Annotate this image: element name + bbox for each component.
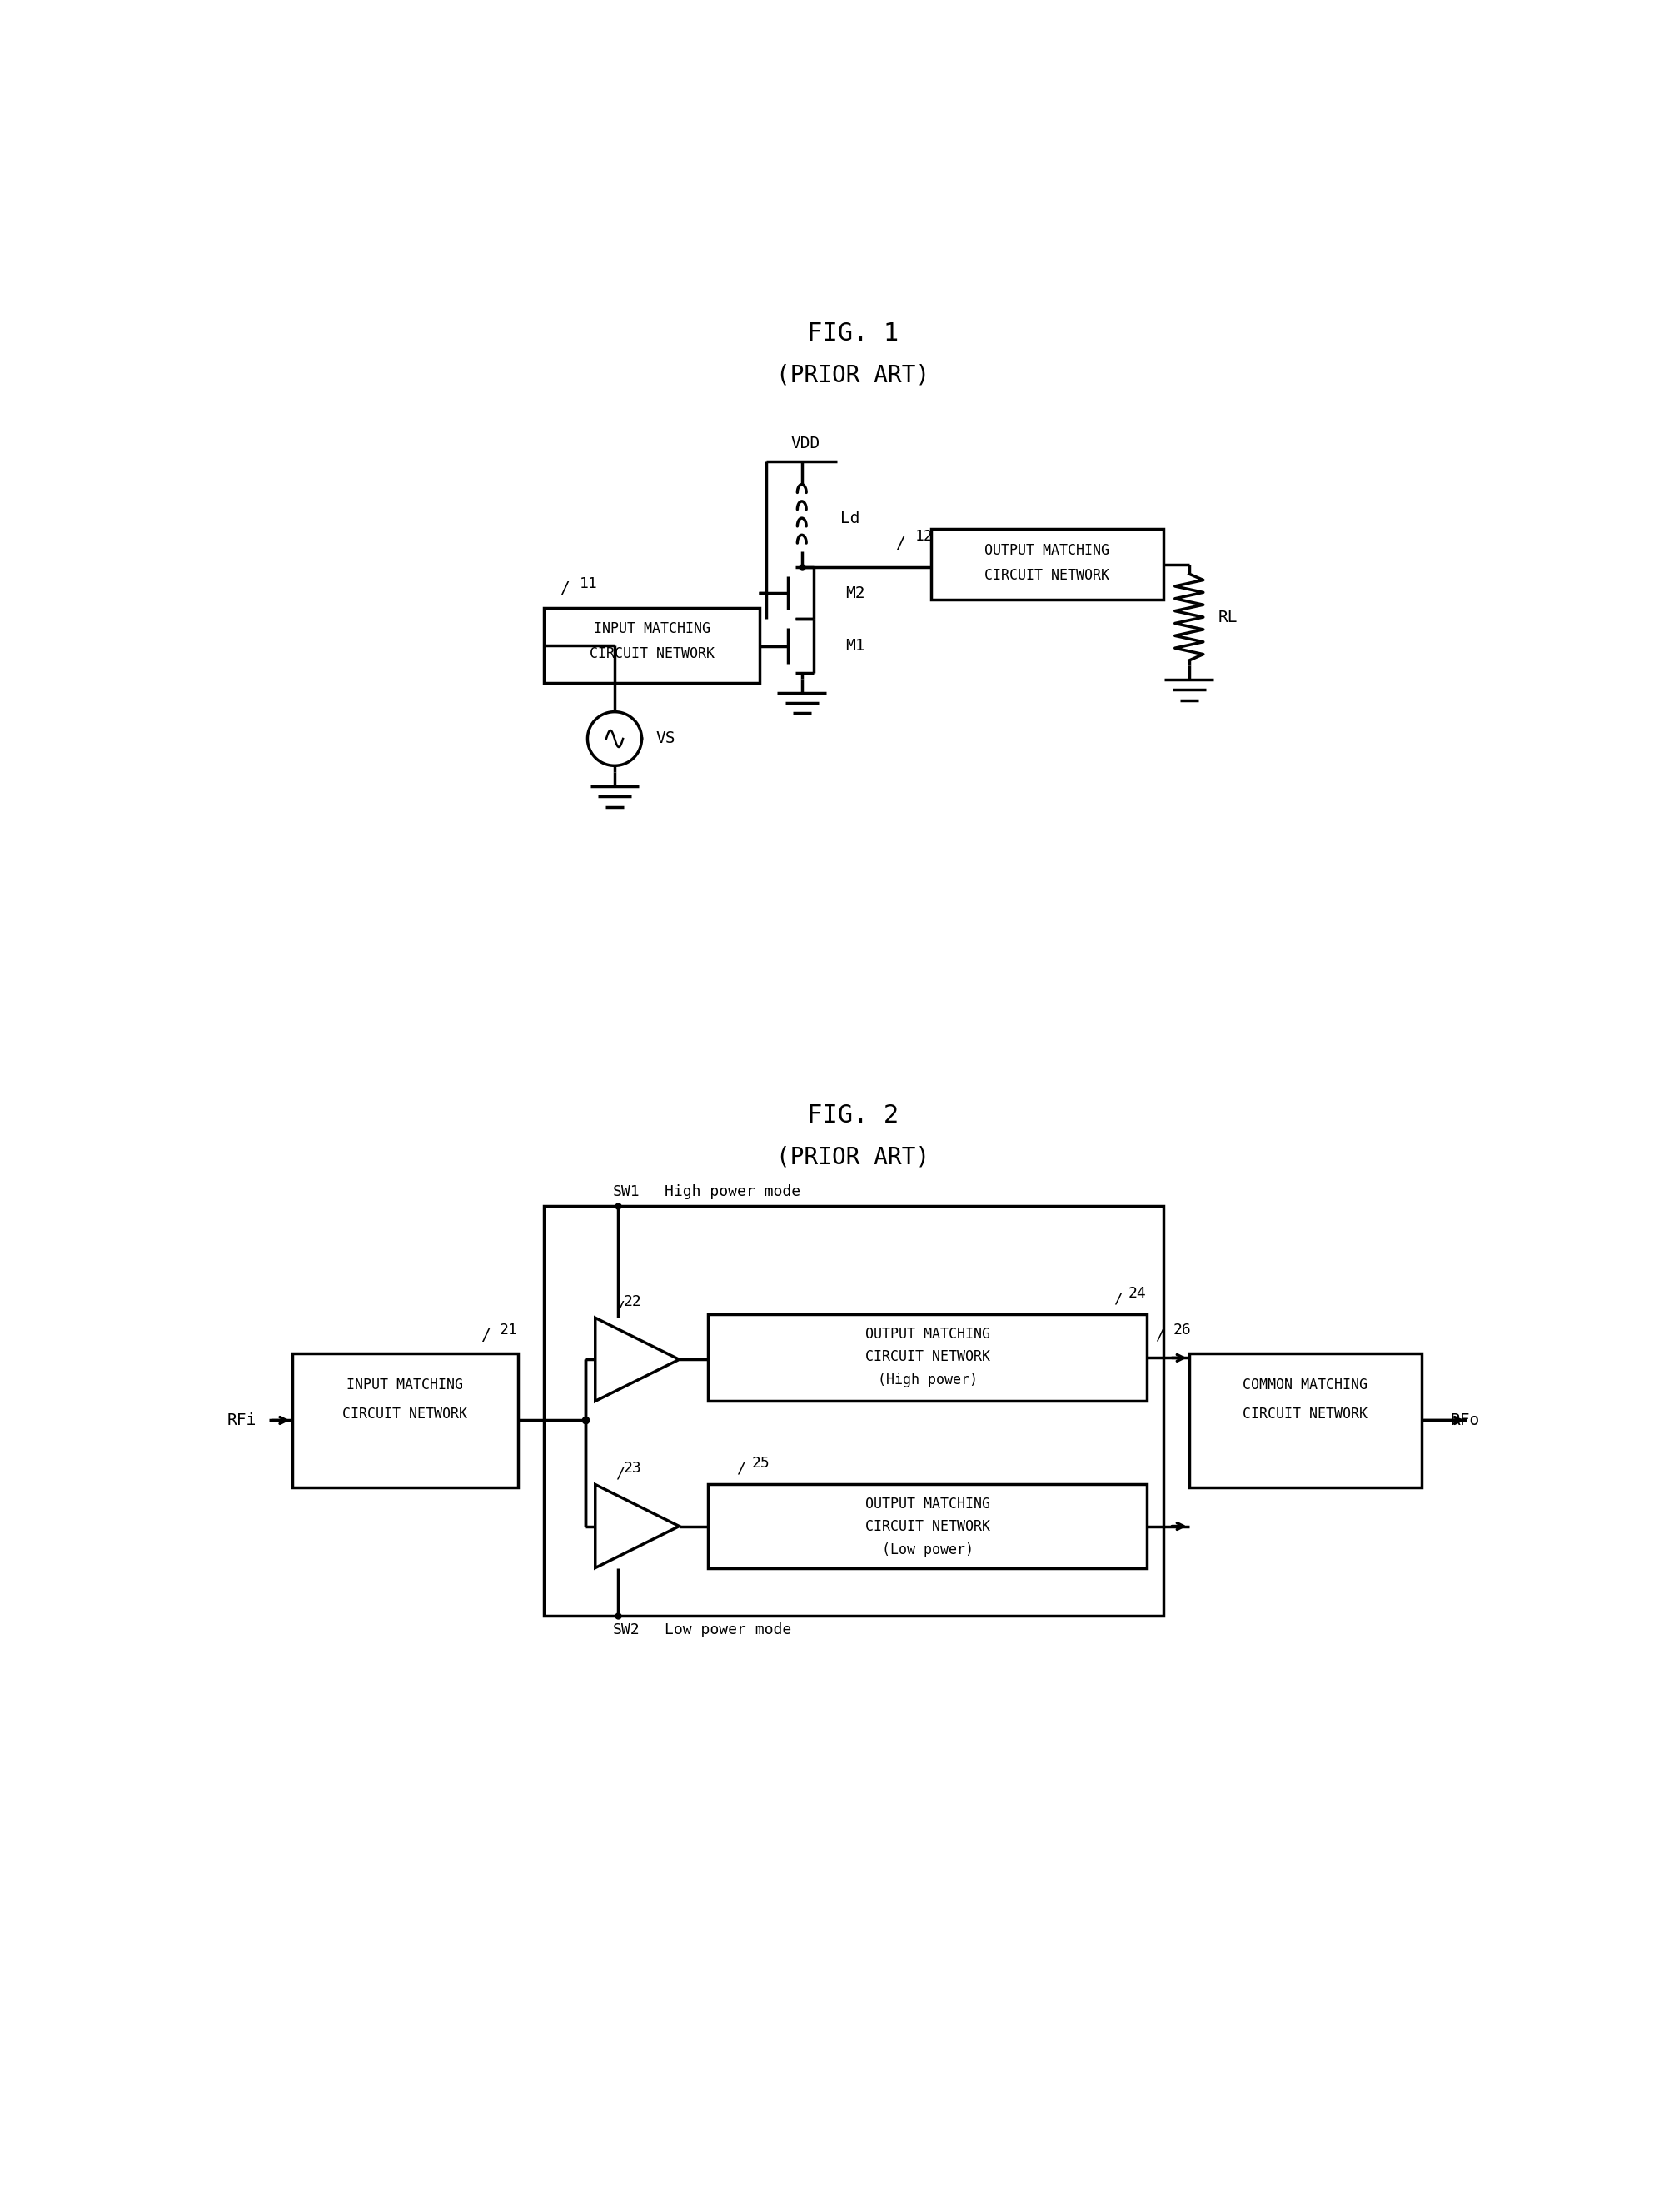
- Text: INPUT MATCHING: INPUT MATCHING: [594, 622, 711, 637]
- Text: /: /: [1113, 1292, 1123, 1305]
- Text: 26: 26: [1173, 1323, 1191, 1338]
- Bar: [709, 1484, 1146, 1568]
- Text: CIRCUIT NETWORK: CIRCUIT NETWORK: [343, 1407, 468, 1422]
- Bar: [709, 1314, 1146, 1400]
- Bar: [544, 1206, 1163, 1617]
- Text: SW2: SW2: [612, 1624, 641, 1637]
- Text: (Low power): (Low power): [882, 1542, 973, 1557]
- Text: CIRCUIT NETWORK: CIRCUIT NETWORK: [985, 568, 1110, 582]
- Text: 24: 24: [1128, 1285, 1146, 1301]
- Text: (PRIOR ART): (PRIOR ART): [775, 363, 930, 387]
- Text: INPUT MATCHING: INPUT MATCHING: [346, 1378, 463, 1394]
- Text: OUTPUT MATCHING: OUTPUT MATCHING: [865, 1327, 990, 1340]
- Bar: [930, 529, 1163, 599]
- Text: CIRCUIT NETWORK: CIRCUIT NETWORK: [589, 646, 714, 661]
- Text: VS: VS: [656, 730, 676, 748]
- Text: 12: 12: [915, 529, 934, 544]
- Text: M2: M2: [845, 586, 865, 602]
- Text: 11: 11: [579, 575, 597, 591]
- Text: COMMON MATCHING: COMMON MATCHING: [1243, 1378, 1368, 1394]
- Text: /: /: [559, 582, 569, 597]
- Text: Ld: Ld: [840, 511, 860, 526]
- Text: /: /: [481, 1327, 491, 1343]
- Text: 25: 25: [752, 1455, 770, 1471]
- Text: /: /: [616, 1298, 624, 1314]
- Text: RL: RL: [1218, 608, 1238, 626]
- Text: OUTPUT MATCHING: OUTPUT MATCHING: [985, 542, 1110, 557]
- Bar: [544, 608, 760, 684]
- Bar: [291, 1354, 518, 1489]
- Text: /: /: [1155, 1327, 1165, 1343]
- Text: M1: M1: [845, 637, 865, 655]
- Text: 23: 23: [624, 1460, 642, 1475]
- Text: VDD: VDD: [790, 436, 820, 451]
- Text: 22: 22: [624, 1294, 642, 1310]
- Text: OUTPUT MATCHING: OUTPUT MATCHING: [865, 1495, 990, 1511]
- Bar: [1190, 1354, 1421, 1489]
- Text: CIRCUIT NETWORK: CIRCUIT NETWORK: [1243, 1407, 1368, 1422]
- Text: FIG. 2: FIG. 2: [807, 1104, 899, 1128]
- Text: /: /: [895, 535, 905, 551]
- Text: (High power): (High power): [877, 1371, 978, 1387]
- Text: RFi: RFi: [228, 1413, 256, 1429]
- Text: /: /: [616, 1467, 624, 1482]
- Text: (PRIOR ART): (PRIOR ART): [775, 1146, 930, 1170]
- Text: High power mode: High power mode: [664, 1183, 800, 1199]
- Text: FIG. 1: FIG. 1: [807, 321, 899, 345]
- Text: RFo: RFo: [1449, 1413, 1479, 1429]
- Text: Low power mode: Low power mode: [664, 1624, 790, 1637]
- Text: 21: 21: [499, 1323, 518, 1338]
- Text: CIRCUIT NETWORK: CIRCUIT NETWORK: [865, 1349, 990, 1365]
- Text: /: /: [735, 1460, 745, 1475]
- Text: SW1: SW1: [612, 1183, 641, 1199]
- Text: CIRCUIT NETWORK: CIRCUIT NETWORK: [865, 1520, 990, 1535]
